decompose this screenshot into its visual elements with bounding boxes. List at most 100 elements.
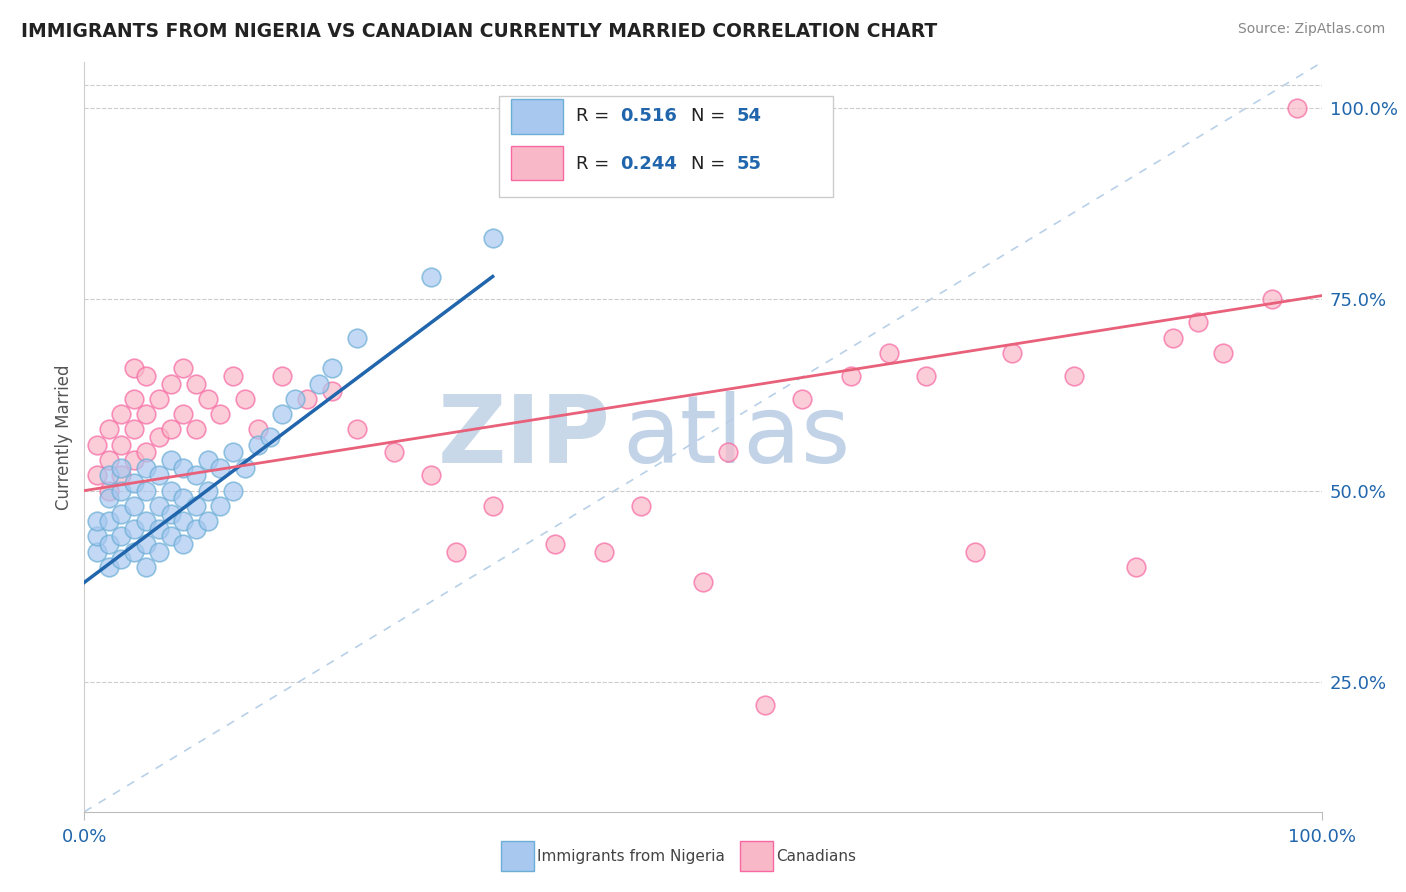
Point: [110, 468, 132, 483]
Text: N =: N =: [690, 107, 731, 126]
Point: [419, 269, 441, 284]
Point: [160, 507, 183, 521]
Point: [172, 361, 194, 376]
Point: [209, 460, 232, 475]
Point: [86, 529, 108, 543]
Point: [122, 522, 145, 536]
Point: [98, 491, 121, 506]
Point: [914, 368, 936, 383]
Point: [122, 475, 145, 490]
Text: ZIP: ZIP: [437, 391, 610, 483]
FancyBboxPatch shape: [512, 99, 564, 134]
Point: [98, 560, 121, 574]
Point: [172, 491, 194, 506]
Point: [841, 368, 863, 383]
Point: [135, 560, 157, 574]
Point: [1161, 331, 1184, 345]
Point: [98, 514, 121, 528]
Point: [135, 407, 157, 421]
Point: [135, 514, 157, 528]
Point: [110, 460, 132, 475]
Point: [346, 331, 368, 345]
Point: [271, 368, 294, 383]
Point: [122, 422, 145, 436]
Point: [148, 545, 170, 559]
Text: 55: 55: [737, 154, 762, 172]
Point: [321, 384, 343, 399]
Point: [246, 422, 269, 436]
Text: IMMIGRANTS FROM NIGERIA VS CANADIAN CURRENTLY MARRIED CORRELATION CHART: IMMIGRANTS FROM NIGERIA VS CANADIAN CURR…: [21, 22, 938, 41]
Point: [160, 453, 183, 467]
Point: [1187, 315, 1209, 329]
Text: 54: 54: [737, 107, 762, 126]
Point: [965, 545, 987, 559]
Point: [135, 460, 157, 475]
Point: [172, 537, 194, 551]
Point: [98, 468, 121, 483]
Point: [160, 422, 183, 436]
Point: [717, 445, 740, 459]
Point: [184, 499, 207, 513]
Point: [1285, 101, 1308, 115]
Point: [148, 430, 170, 444]
Point: [148, 392, 170, 406]
Point: [295, 392, 318, 406]
Text: 0.244: 0.244: [620, 154, 676, 172]
Point: [197, 453, 219, 467]
Point: [98, 453, 121, 467]
Point: [1125, 560, 1147, 574]
Point: [222, 483, 245, 498]
Point: [135, 483, 157, 498]
FancyBboxPatch shape: [512, 145, 564, 180]
Point: [86, 545, 108, 559]
Point: [1063, 368, 1085, 383]
Point: [110, 529, 132, 543]
Point: [630, 499, 652, 513]
Point: [259, 430, 281, 444]
Point: [284, 392, 307, 406]
Y-axis label: Currently Married: Currently Married: [55, 364, 73, 510]
Point: [444, 545, 467, 559]
Point: [122, 392, 145, 406]
Point: [160, 529, 183, 543]
Point: [122, 453, 145, 467]
Point: [246, 438, 269, 452]
Text: 0.516: 0.516: [620, 107, 676, 126]
Point: [222, 368, 245, 383]
Point: [148, 499, 170, 513]
Point: [135, 445, 157, 459]
Point: [86, 514, 108, 528]
Point: [184, 422, 207, 436]
Point: [209, 499, 232, 513]
Point: [184, 522, 207, 536]
Point: [110, 507, 132, 521]
Point: [184, 376, 207, 391]
Text: R =: R =: [575, 154, 614, 172]
Text: Canadians: Canadians: [776, 849, 856, 863]
Point: [110, 438, 132, 452]
Point: [308, 376, 330, 391]
Point: [122, 499, 145, 513]
Point: [160, 483, 183, 498]
Point: [86, 438, 108, 452]
Point: [233, 460, 256, 475]
Point: [382, 445, 405, 459]
Point: [543, 537, 565, 551]
Point: [110, 483, 132, 498]
Point: [172, 514, 194, 528]
Point: [222, 445, 245, 459]
Point: [1261, 293, 1284, 307]
Point: [321, 361, 343, 376]
Point: [98, 537, 121, 551]
Point: [98, 422, 121, 436]
Point: [122, 361, 145, 376]
Point: [790, 392, 813, 406]
Point: [271, 407, 294, 421]
Point: [481, 499, 503, 513]
Point: [98, 483, 121, 498]
Point: [86, 468, 108, 483]
Text: Immigrants from Nigeria: Immigrants from Nigeria: [537, 849, 725, 863]
Point: [692, 575, 714, 590]
Point: [209, 407, 232, 421]
Point: [754, 698, 776, 712]
